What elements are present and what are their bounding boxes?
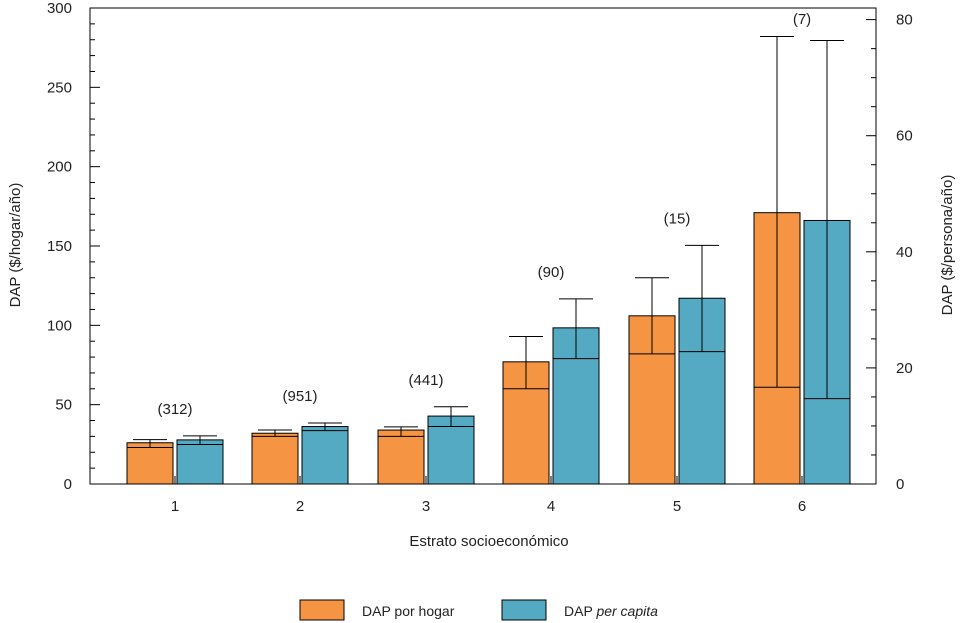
y-left-tick-label: 250: [47, 79, 72, 96]
y-right-tick-label: 20: [896, 360, 913, 377]
x-axis: 1 2 3 4 5 6: [171, 476, 806, 515]
sample-size-label: (90): [538, 264, 565, 281]
sample-size-label: (15): [664, 210, 691, 227]
y-left-tick-label: 200: [47, 159, 72, 176]
bar-percapita: [552, 327, 600, 485]
bar-hogar: [377, 429, 425, 485]
bars-layer: [126, 212, 851, 485]
left-y-axis: 0 50 100 150 200 250 300: [47, 0, 100, 493]
bar-hogar: [126, 442, 174, 485]
x-tick-label: 2: [296, 498, 304, 515]
x-tick-label: 4: [547, 498, 555, 515]
y-left-tick-label: 100: [47, 317, 72, 334]
x-tick-label: 1: [171, 498, 179, 515]
legend-swatch-hogar: [299, 599, 345, 621]
legend: DAP por hogar DAP per capita: [299, 599, 658, 621]
x-axis-label: Estrato socioeconómico: [409, 533, 568, 550]
legend-label-hogar: DAP por hogar: [362, 603, 455, 619]
y-left-tick-label: 150: [47, 238, 72, 255]
bar-hogar: [251, 432, 299, 485]
x-tick-label: 5: [673, 498, 681, 515]
y-left-tick-label: 50: [55, 397, 72, 414]
sample-size-label: (441): [408, 372, 443, 389]
y-axis-right-label: DAP ($/persona/año): [939, 175, 956, 316]
y-right-tick-label: 0: [896, 476, 904, 493]
error-bars-layer: [127, 36, 850, 449]
y-right-tick-label: 40: [896, 244, 913, 261]
x-tick-label: 3: [422, 498, 430, 515]
bar-percapita: [176, 439, 224, 485]
y-left-tick-label: 0: [64, 476, 72, 493]
sample-size-label: (951): [282, 388, 317, 405]
legend-label-percapita-plain: DAP: [564, 603, 596, 619]
right-y-axis: 0 20 40 60 80: [866, 12, 913, 493]
legend-swatch-percapita: [501, 599, 547, 621]
bar-percapita: [427, 415, 475, 485]
sample-size-label: (7): [793, 11, 811, 28]
y-right-tick-label: 80: [896, 12, 913, 29]
y-axis-left-label: DAP ($/hogar/año): [7, 183, 24, 308]
legend-label-percapita: DAP per capita: [564, 603, 658, 619]
sample-size-labels: (312) (951) (441) (90) (15) (7): [157, 11, 811, 418]
legend-label-percapita-italic: per capita: [595, 603, 658, 619]
sample-size-label: (312): [157, 401, 192, 418]
bar-percapita: [301, 426, 349, 485]
y-left-tick-label: 300: [47, 0, 72, 17]
y-right-tick-label: 60: [896, 128, 913, 145]
x-tick-label: 6: [798, 498, 806, 515]
